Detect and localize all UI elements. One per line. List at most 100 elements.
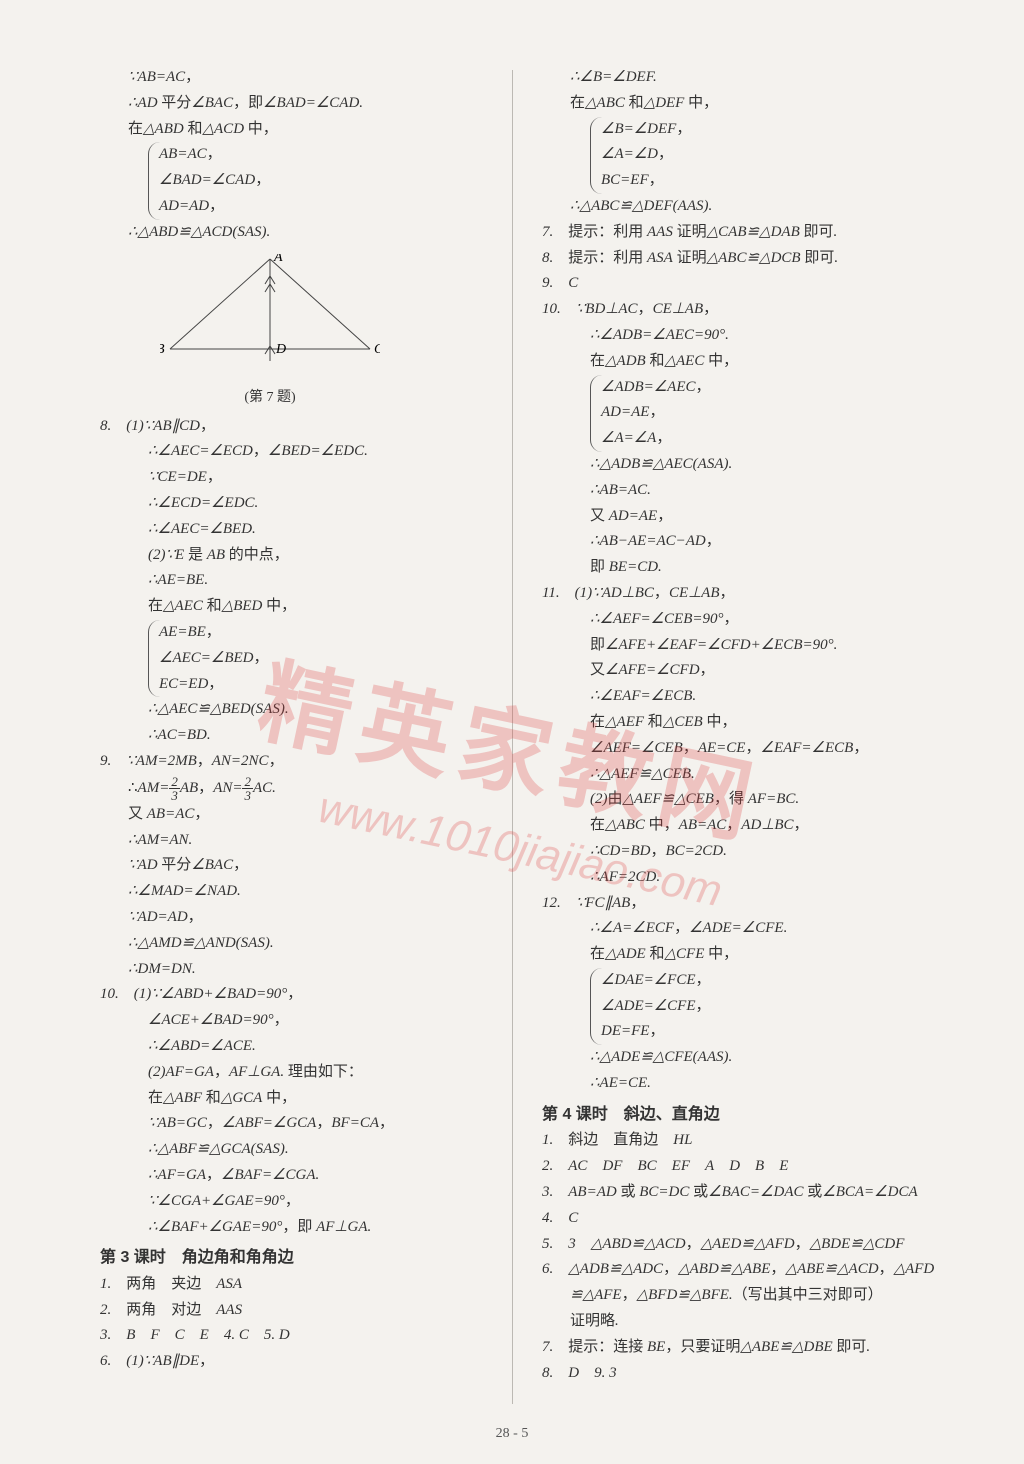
math-line: 8. D 9. 3 [542,1361,948,1387]
math-line: 8. (1)∵AB∥CD， [100,414,506,440]
math-line: (2)∵E 是 AB 的中点， [100,543,506,569]
svg-text:B: B [160,342,165,357]
math-line: ∴AF=GA，∠BAF=∠CGA. [100,1163,506,1189]
math-line: 在△AEF 和△CEB 中， [542,710,948,736]
math-line: ∠BAD=∠CAD， [159,168,270,194]
math-line: 6. △ADB≌△ADC，△ABD≌△ABE，△ABE≌△ACD，△AFD [542,1257,948,1283]
math-line: (2)由△AEF≌△CEB，得 AF=BC. [542,787,948,813]
math-line: ∴△AEF≌△CEB. [542,762,948,788]
math-line: ∴△ADE≌△CFE(AAS). [542,1045,948,1071]
math-line: 9. ∵AM=2MB，AN=2NC， [100,749,506,775]
section-heading: 第 3 课时 角边角和角角边 [100,1244,506,1272]
brace-group: ∠ADB=∠AEC，AD=AE，∠A=∠A， [590,375,711,452]
math-line: 11. (1)∵AD⊥BC，CE⊥AB， [542,581,948,607]
math-line: ∴∠EAF=∠ECB. [542,684,948,710]
math-line: 1. 两角 夹边 ASA [100,1272,506,1298]
math-line: ∠ACE+∠BAD=90°， [100,1008,506,1034]
math-line: ∴∠MAD=∠NAD. [100,879,506,905]
math-line: (2)AF=GA，AF⊥GA. 理由如下： [100,1060,506,1086]
math-line: ∴AC=BD. [100,723,506,749]
figure-7-caption: (第 7 题) [160,386,380,410]
page: ∵AB=AC，∴AD 平分∠BAC，即∠BAD=∠CAD.在△ABD 和△ACD… [0,0,1024,1464]
math-line: ∴AM=AN. [100,828,506,854]
math-line: ∠ADB=∠AEC， [601,375,711,401]
right-column: ∴∠B=∠DEF.在△ABC 和△DEF 中，∠B=∠DEF，∠A=∠D，BC=… [524,65,948,1434]
math-line: AD=AD， [159,194,270,220]
math-line: ∴∠BAF+∠GAE=90°，即 AF⊥GA. [100,1215,506,1241]
math-line: 在△ABD 和△ACD 中， [100,117,506,143]
math-line: 10. ∵BD⊥AC，CE⊥AB， [542,297,948,323]
brace-group: ∠B=∠DEF，∠A=∠D，BC=EF， [590,117,691,194]
math-line: ∠ADE=∠CFE， [601,994,711,1020]
math-line: ∴∠ECD=∠EDC. [100,491,506,517]
math-line: ∵AB=AC， [100,65,506,91]
math-line: ∴△ABD≌△ACD(SAS). [100,220,506,246]
brace-group: AB=AC，∠BAD=∠CAD，AD=AD， [148,142,270,219]
column-divider [512,70,513,1404]
math-line: ∴△AMD≌△AND(SAS). [100,931,506,957]
math-line: ∴∠AEF=∠CEB=90°， [542,607,948,633]
math-line: ∴AM=23AB，AN=23AC. [100,775,506,802]
math-line: 1. 斜边 直角边 HL [542,1128,948,1154]
math-line: 即 BE=CD. [542,555,948,581]
svg-text:D: D [275,342,286,357]
math-line: ∴AD 平分∠BAC，即∠BAD=∠CAD. [100,91,506,117]
math-line: 又∠AFE=∠CFD， [542,658,948,684]
math-line: 在△ABF 和△GCA 中， [100,1086,506,1112]
math-line: EC=ED， [159,672,269,698]
math-line: ∵AB=GC，∠ABF=∠GCA，BF=CA， [100,1111,506,1137]
math-line: ∠AEF=∠CEB，AE=CE，∠EAF=∠ECB， [542,736,948,762]
math-line: ∵AD 平分∠BAC， [100,853,506,879]
math-line: ∴△AEC≌△BED(SAS). [100,697,506,723]
math-line: 10. (1)∵∠ABD+∠BAD=90°， [100,982,506,1008]
math-line: 8. 提示：利用 ASA 证明△ABC≌△DCB 即可. [542,246,948,272]
math-line: 4. C [542,1206,948,1232]
math-line: 即∠AFE+∠EAF=∠CFD+∠ECB=90°. [542,633,948,659]
left-column: ∵AB=AC，∴AD 平分∠BAC，即∠BAD=∠CAD.在△ABD 和△ACD… [100,65,524,1434]
math-line: 12. ∵FC∥AB， [542,891,948,917]
math-line: DE=FE， [601,1019,711,1045]
math-line: ∠A=∠D， [601,142,691,168]
math-line: 3. AB=AD 或 BC=DC 或∠BAC=∠DAC 或∠BCA=∠DCA [542,1180,948,1206]
math-line: ∴∠B=∠DEF. [542,65,948,91]
math-line: 在△ADB 和△AEC 中， [542,349,948,375]
math-line: ∠DAE=∠FCE， [601,968,711,994]
figure-7: A B C D [160,254,380,384]
math-line: 在△ABC 中，AB=AC，AD⊥BC， [542,813,948,839]
math-line: ∠A=∠A， [601,426,711,452]
math-line: ∠AEC=∠BED， [159,646,269,672]
math-line: 2. 两角 对边 AAS [100,1298,506,1324]
math-line: ∴∠AEC=∠ECD，∠BED=∠EDC. [100,439,506,465]
math-line: ∴DM=DN. [100,957,506,983]
math-line: ∵CE=DE， [100,465,506,491]
math-line: ∴CD=BD，BC=2CD. [542,839,948,865]
math-line: 在△AEC 和△BED 中， [100,594,506,620]
math-line: ∴△ADB≌△AEC(ASA). [542,452,948,478]
math-line: 5. 3 △ABD≌△ACD，△AED≌△AFD，△BDE≌△CDF [542,1232,948,1258]
math-line: ≌△AFE，△BFD≌△BFE.（写出其中三对即可） [542,1283,948,1309]
math-line: ∴AB=AC. [542,478,948,504]
math-line: ∴AB−AE=AC−AD， [542,529,948,555]
math-line: 在△ADE 和△CFE 中， [542,942,948,968]
math-line: ∴∠A=∠ECF，∠ADE=∠CFE. [542,916,948,942]
brace-group: AE=BE，∠AEC=∠BED，EC=ED， [148,620,269,697]
math-line: BC=EF， [601,168,691,194]
math-line: ∴AF=2CD. [542,865,948,891]
math-line: 又 AB=AC， [100,802,506,828]
math-line: ∴∠ABD=∠ACE. [100,1034,506,1060]
math-line: 9. C [542,271,948,297]
figure-svg: A B C D [160,254,380,364]
math-line: 又 AD=AE， [542,504,948,530]
math-line: 在△ABC 和△DEF 中， [542,91,948,117]
math-line: ∴AE=BE. [100,568,506,594]
math-line: ∵AD=AD， [100,905,506,931]
math-line: 证明略. [542,1309,948,1335]
page-footer: 28 - 5 [0,1426,1024,1442]
section-heading: 第 4 课时 斜边、直角边 [542,1101,948,1129]
math-line: AB=AC， [159,142,270,168]
brace-group: ∠DAE=∠FCE，∠ADE=∠CFE，DE=FE， [590,968,711,1045]
math-line: ∠B=∠DEF， [601,117,691,143]
math-line: 6. (1)∵AB∥DE， [100,1349,506,1375]
math-line: 3. B F C E 4. C 5. D [100,1323,506,1349]
svg-text:C: C [374,342,380,357]
